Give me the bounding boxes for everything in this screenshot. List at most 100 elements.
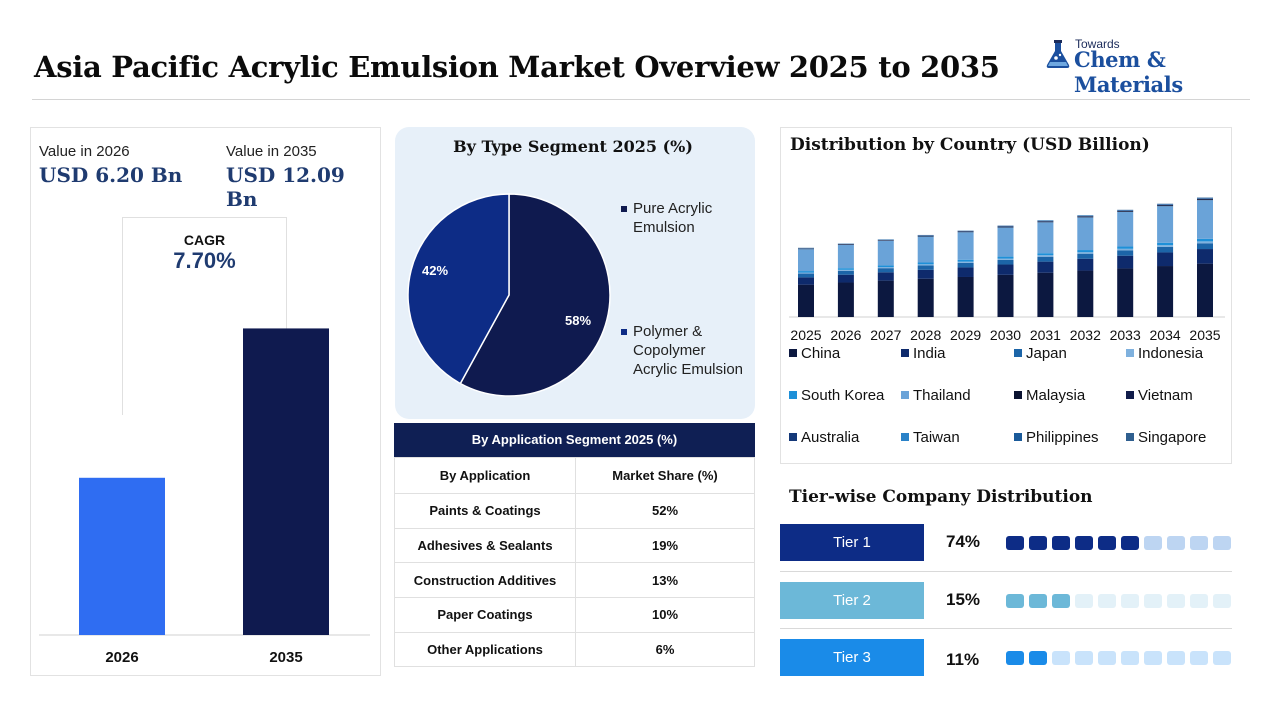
meter-dot-empty [1098, 651, 1116, 665]
cagr-label: CAGR [183, 232, 226, 248]
bar-segment [957, 259, 974, 262]
legend-label: Philippines [1026, 429, 1099, 446]
value-2035-label: Value in 2035 [226, 143, 317, 160]
table-row: Paints & Coatings 52% [394, 493, 755, 529]
bar-segment [1037, 261, 1054, 273]
country-stacked-bar-chart: 2025 2026 2027 2028 2029 2030 2031 2032 2033 2034… [789, 197, 1225, 343]
legend-swatch [1014, 433, 1022, 441]
x-tick-label: 2029 [950, 327, 981, 343]
x-tick-label: 2032 [1070, 327, 1101, 343]
table-row: Adhesives & Sealants 19% [394, 527, 755, 564]
legend-item: Taiwan [901, 429, 960, 446]
bar-segment [1077, 253, 1094, 259]
meter-dot-filled [1006, 651, 1024, 665]
bar-segment [1197, 200, 1213, 239]
meter-dot-empty [1075, 594, 1093, 608]
meter-dot-empty [1121, 651, 1139, 665]
bar-segment [997, 258, 1014, 260]
bar-segment [1077, 250, 1094, 253]
application-share: 19% [575, 527, 755, 564]
bar-segment [837, 274, 854, 283]
x-tick-label: 2026 [830, 327, 861, 343]
tier-2-percent: 15% [946, 590, 981, 609]
meter-dot-empty [1213, 536, 1231, 550]
bar-segment [1197, 241, 1213, 244]
legend-item: Indonesia [1126, 345, 1203, 362]
meter-dot-empty [1190, 651, 1208, 665]
country-chart-title: Distribution by Country (USD Billion) [790, 135, 1150, 155]
bar-segment [1197, 199, 1213, 201]
application-share: 6% [575, 631, 755, 668]
legend-item: Malaysia [1014, 387, 1085, 404]
bar-segment [1117, 255, 1134, 269]
page-title: Asia Pacific Acrylic Emulsion Market Ove… [34, 50, 1000, 84]
bar-segment [798, 272, 814, 274]
application-name: Construction Additives [394, 562, 576, 599]
legend-item: Pure Acrylic Emulsion [621, 199, 712, 237]
table-row: Other Applications 6% [394, 631, 755, 668]
meter-dot-empty [1190, 536, 1208, 550]
meter-dot-empty [1144, 536, 1162, 550]
application-name: Adhesives & Sealants [394, 527, 576, 564]
bar-segment [1117, 248, 1134, 251]
bar-segment [957, 262, 974, 268]
x-tick-label: 2025 [790, 327, 821, 343]
table-row: Construction Additives 13% [394, 562, 755, 599]
application-segment-panel: By Application Segment 2025 (%) By Appli… [394, 423, 755, 668]
bar-segment [997, 264, 1014, 275]
application-share: 13% [575, 562, 755, 599]
bar-segment [877, 272, 894, 281]
legend-item: Philippines [1014, 429, 1099, 446]
legend-item: South Korea [789, 387, 884, 404]
legend-label: Japan [1026, 345, 1067, 362]
country-distribution-panel: Distribution by Country (USD Billion) 20… [780, 127, 1232, 464]
meter-dot-filled [1098, 536, 1116, 550]
application-name: Paper Coatings [394, 597, 576, 633]
application-share: 52% [575, 493, 755, 529]
tier-1-percent: 74% [946, 532, 981, 551]
legend-item: Vietnam [1126, 387, 1193, 404]
bar-segment [1117, 246, 1134, 249]
application-table-title: By Application Segment 2025 (%) [394, 423, 755, 457]
tier-3-label: Tier 3 [780, 639, 924, 676]
legend-swatch [621, 206, 627, 212]
pie-title: By Type Segment 2025 (%) [453, 137, 693, 156]
column-header: Market Share (%) [575, 457, 755, 494]
application-share: 10% [575, 597, 755, 633]
meter-dot-filled [1006, 536, 1024, 550]
bar-segment [877, 268, 894, 273]
x-tick-label: 2028 [910, 327, 941, 343]
meter-dot-empty [1213, 651, 1231, 665]
meter-dot-filled [1029, 594, 1047, 608]
application-name: Paints & Coatings [394, 493, 576, 529]
bar-segment [997, 259, 1014, 265]
bar-segment [917, 236, 934, 263]
bar-segment [1197, 198, 1213, 200]
legend-label: Indonesia [1138, 345, 1204, 362]
legend-swatch [1126, 391, 1134, 399]
logo: Towards Chem & Materials [1044, 36, 1254, 97]
legend-label: Thailand [913, 387, 971, 404]
bar-segment [877, 240, 894, 266]
legend-swatch [901, 349, 909, 357]
bar-segment [1157, 242, 1174, 246]
value-panel: Value in 2026 USD 6.20 Bn Value in 2035 … [30, 127, 381, 676]
meter-dot-empty [1075, 651, 1093, 665]
meter-dot-empty [1167, 536, 1185, 550]
legend-label: South Korea [801, 387, 885, 404]
bar-segment [997, 274, 1014, 317]
bar-segment [957, 276, 974, 317]
application-name: Other Applications [394, 631, 576, 668]
meter-dot-empty [1121, 594, 1139, 608]
meter-dot-empty [1052, 651, 1070, 665]
value-2026-label: Value in 2026 [39, 143, 130, 160]
legend-label: Malaysia [1026, 387, 1086, 404]
bar-segment [917, 278, 934, 317]
x-tick-label: 2026 [105, 649, 138, 666]
cagr-box: CAGR 7.70% [122, 217, 287, 415]
meter-dot-filled [1121, 536, 1139, 550]
bar-segment [1157, 205, 1174, 207]
tier-3-percent: 11% [946, 650, 980, 669]
bar-segment [837, 270, 854, 275]
meter-dot-filled [1029, 536, 1047, 550]
